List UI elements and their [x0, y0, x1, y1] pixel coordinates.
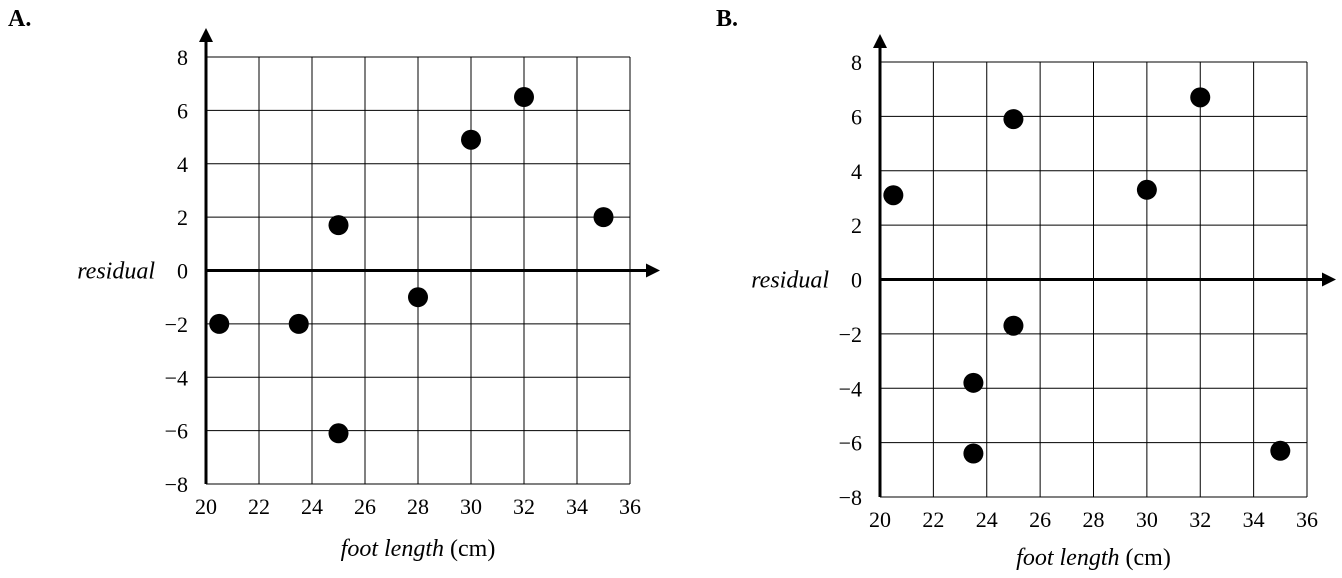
y-axis-label: residual: [751, 268, 829, 294]
data-point: [1136, 179, 1157, 200]
data-point: [883, 185, 904, 206]
data-point: [328, 215, 349, 236]
x-tick-label: 24: [301, 494, 323, 519]
x-axis-label-unit: (cm): [444, 536, 495, 562]
x-tick-label: 32: [1189, 507, 1211, 532]
data-point: [1270, 440, 1291, 461]
y-tick-label: 4: [851, 159, 862, 184]
y-tick-label: −8: [839, 485, 862, 510]
panel-label: A.: [8, 6, 31, 32]
x-tick-label: 32: [513, 494, 535, 519]
y-axis-label: residual: [77, 259, 155, 285]
x-tick-label: 30: [1136, 507, 1158, 532]
y-tick-label: 2: [851, 213, 862, 238]
y-tick-label: 4: [177, 152, 188, 177]
y-axis-arrow-icon: [873, 34, 887, 48]
x-tick-label: 34: [1243, 507, 1265, 532]
y-tick-label: 6: [177, 98, 188, 123]
x-axis-arrow-icon: [646, 263, 660, 278]
y-tick-label: 8: [851, 50, 862, 75]
x-axis-label: foot length (cm): [341, 536, 496, 562]
x-tick-label: 26: [1029, 507, 1051, 532]
x-tick-label: 34: [566, 494, 588, 519]
data-point: [1190, 87, 1211, 108]
x-axis-label-unit: (cm): [1120, 545, 1171, 571]
data-point: [593, 207, 614, 228]
data-point: [209, 313, 230, 334]
y-tick-label: −4: [839, 376, 862, 401]
data-point: [288, 313, 309, 334]
x-axis-arrow-icon: [1322, 272, 1336, 287]
y-tick-label: 8: [177, 45, 188, 70]
data-point: [963, 443, 984, 464]
x-axis-label: foot length (cm): [1016, 545, 1171, 571]
x-tick-label: 30: [460, 494, 482, 519]
y-tick-label: −2: [165, 312, 188, 337]
y-tick-label: −4: [165, 365, 188, 390]
x-axis-label-name: foot length: [1016, 545, 1119, 571]
x-tick-label: 22: [248, 494, 270, 519]
y-tick-label: −6: [165, 419, 188, 444]
data-point: [1003, 315, 1024, 336]
y-axis-arrow-icon: [199, 28, 213, 42]
y-tick-label: 0: [177, 259, 188, 284]
panel-label: B.: [716, 6, 738, 32]
x-tick-label: 20: [869, 507, 891, 532]
y-tick-label: 2: [177, 205, 188, 230]
x-tick-label: 36: [619, 494, 641, 519]
x-tick-label: 26: [354, 494, 376, 519]
y-tick-label: −8: [165, 472, 188, 497]
data-point: [461, 129, 481, 150]
x-tick-label: 36: [1296, 507, 1318, 532]
x-tick-label: 22: [922, 507, 944, 532]
data-point: [963, 372, 984, 393]
data-point: [408, 287, 428, 308]
data-point: [328, 423, 349, 444]
data-point: [514, 87, 534, 108]
x-tick-label: 28: [1083, 507, 1105, 532]
x-tick-label: 28: [407, 494, 429, 519]
x-tick-label: 20: [195, 494, 217, 519]
y-tick-label: −2: [839, 322, 862, 347]
data-point: [1003, 109, 1024, 130]
x-tick-label: 24: [976, 507, 998, 532]
y-tick-label: −6: [839, 431, 862, 456]
y-tick-label: 6: [851, 104, 862, 129]
x-axis-label-name: foot length: [341, 536, 444, 562]
y-tick-label: 0: [851, 268, 862, 293]
